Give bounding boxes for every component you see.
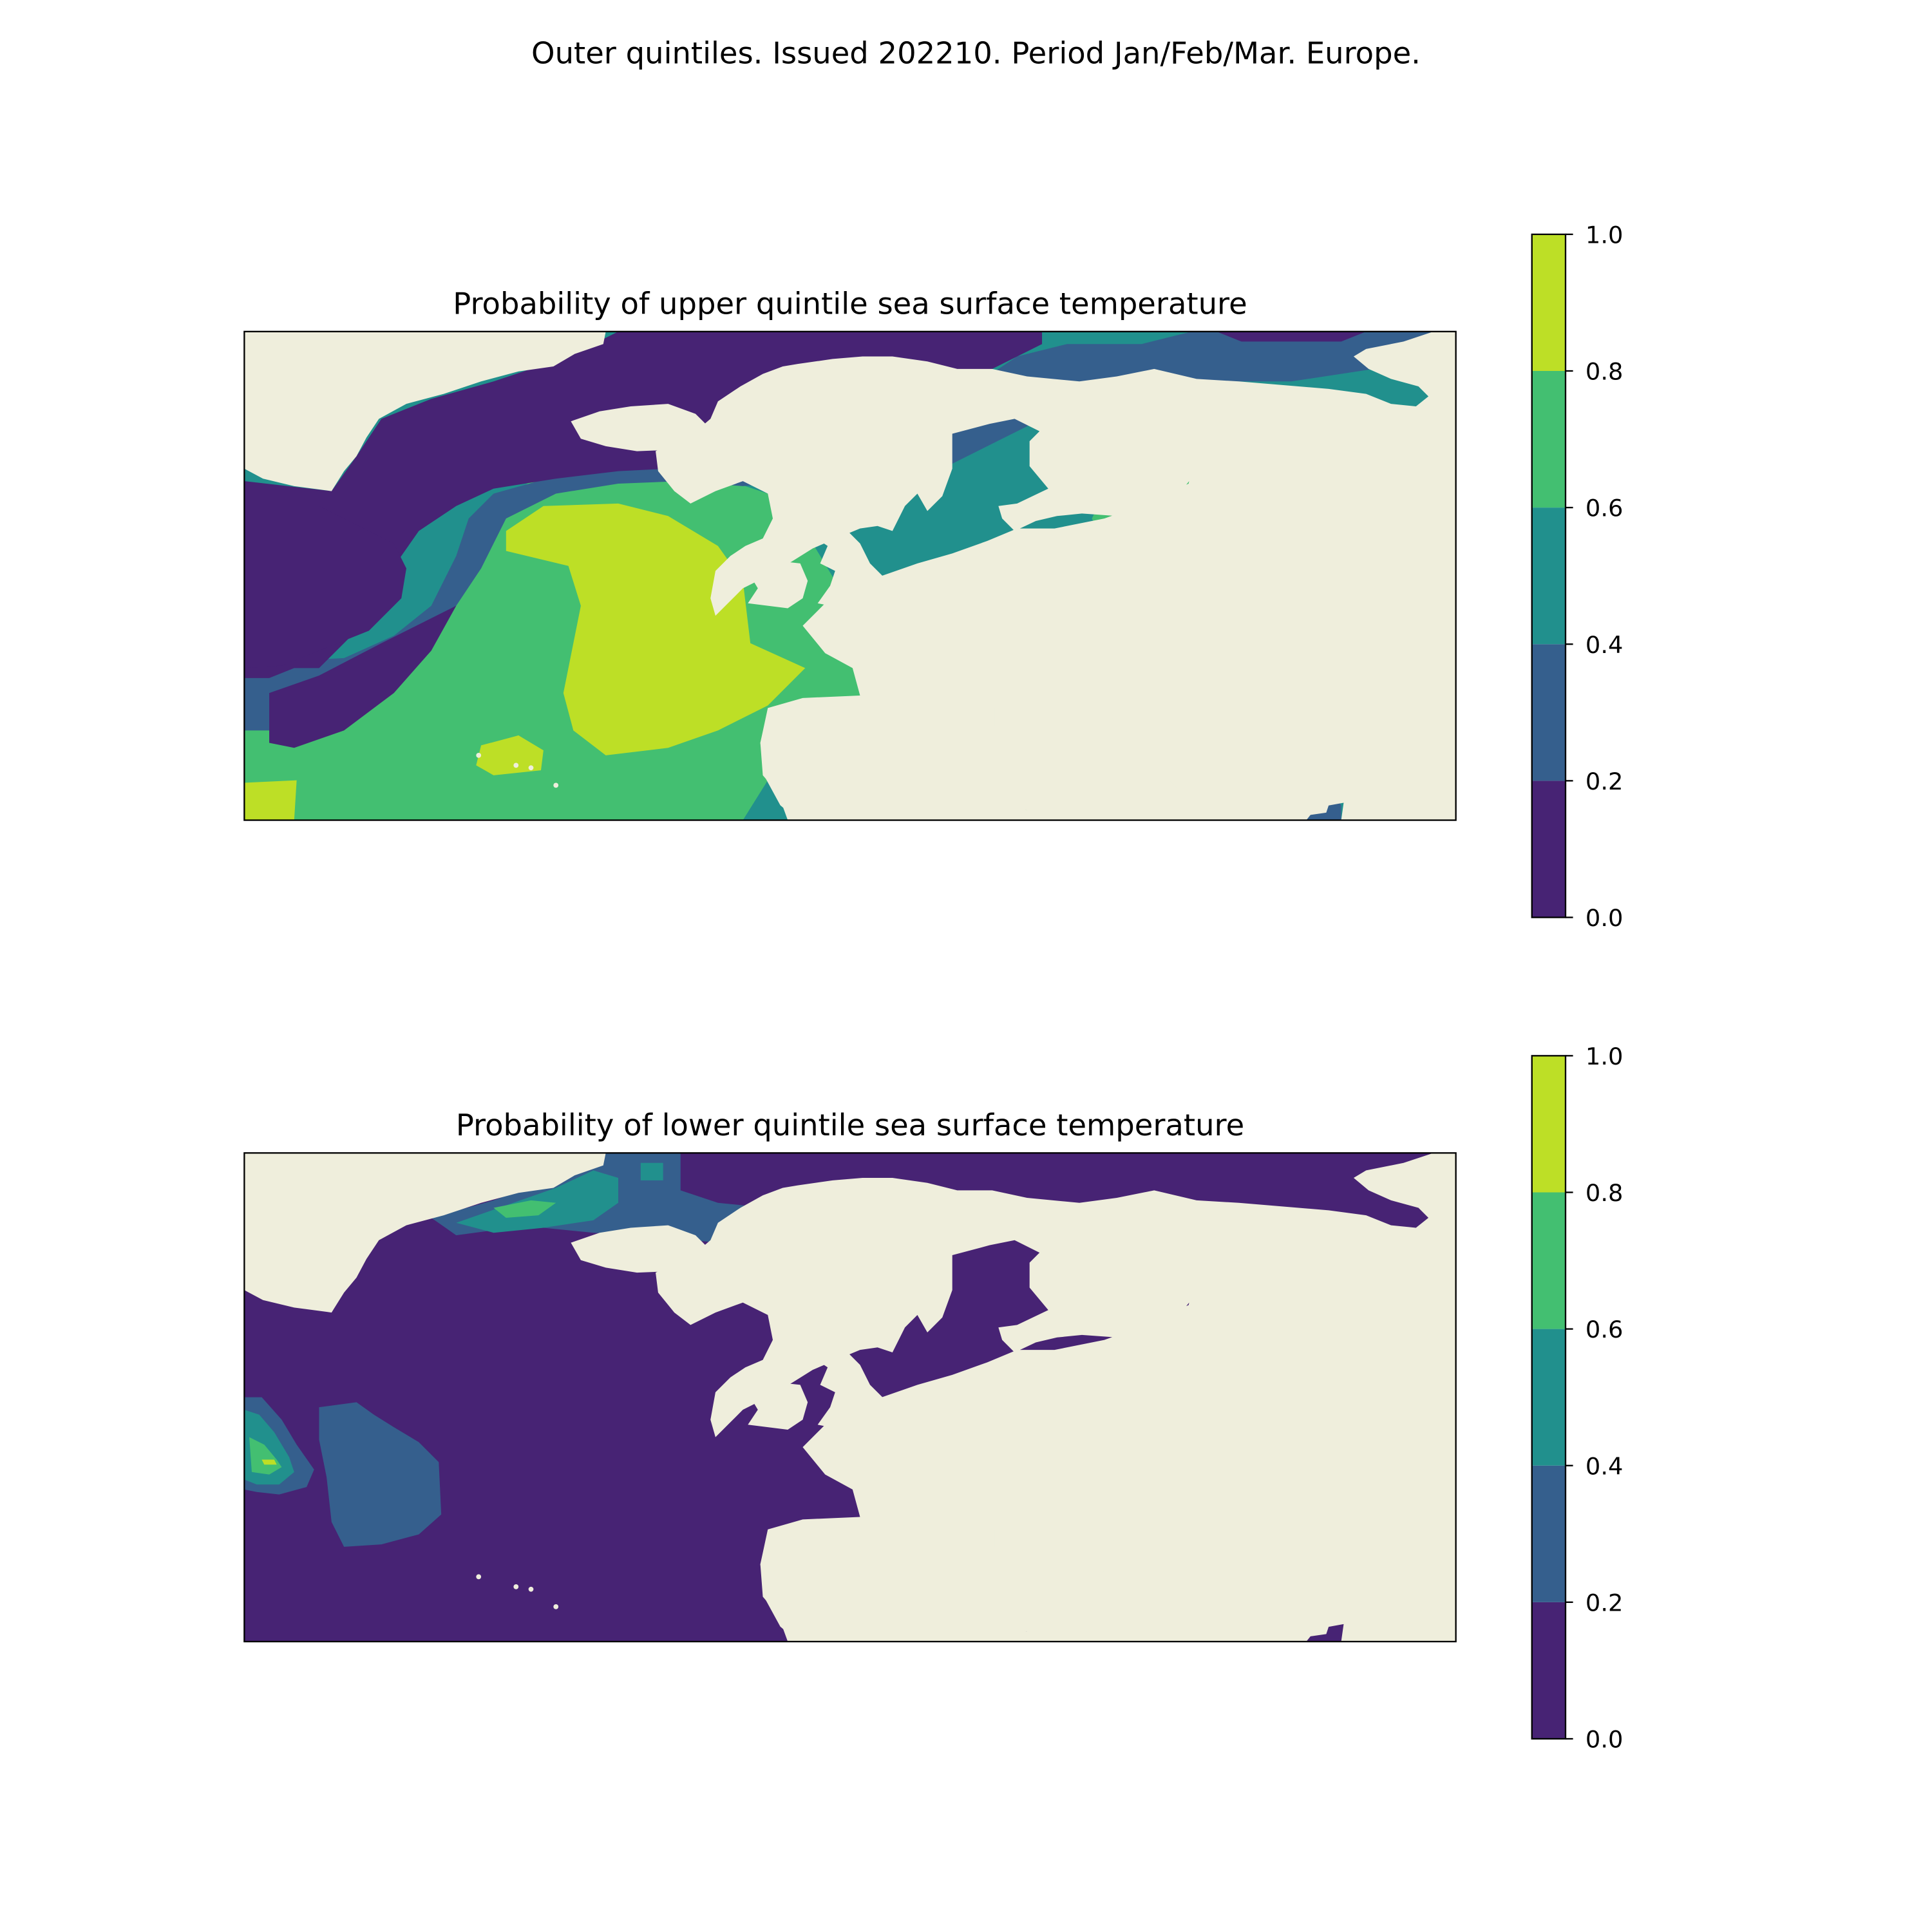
upper-field-0.0-0.2-inner — [244, 506, 406, 668]
lower-map-frame — [243, 1152, 1457, 1643]
colorbar-tick-label: 0.8 — [1586, 1179, 1623, 1207]
colorbar-tick-label: 0.4 — [1586, 631, 1623, 659]
colorbar-segment — [1531, 1192, 1566, 1329]
lower-field-0.6-0.8-edge — [249, 1437, 282, 1475]
colorbar-tick-label: 0.2 — [1586, 768, 1623, 795]
colorbar-segment — [1531, 1329, 1566, 1466]
lower-map — [244, 1153, 1456, 1642]
colorbar-frame — [1531, 1055, 1567, 1740]
colorbar-tick-label: 0.6 — [1586, 495, 1623, 522]
upper-field-0.8-1.0-azores — [476, 735, 544, 775]
lower-field-0.4-0.6-spot — [640, 1162, 663, 1180]
lower-field-0.6-0.8-north — [493, 1200, 556, 1218]
colorbar-tick-label: 1.0 — [1586, 1043, 1623, 1070]
colorbar-tick-label: 0.0 — [1586, 1726, 1623, 1754]
upper-field-0.8-1.0-west — [244, 780, 297, 820]
lower-colorbar: 0.0 0.2 0.4 0.6 0.8 1.0 — [1531, 1043, 1623, 1754]
upper-map — [244, 331, 1456, 820]
upper-field-0.0-0.2-north — [1217, 331, 1367, 342]
lower-field-0.8-1.0-edge — [261, 1459, 277, 1465]
colorbar-segment — [1531, 371, 1566, 508]
upper-panel-title: Probability of upper quintile sea surfac… — [453, 287, 1247, 321]
colorbar-tick-label: 0.2 — [1586, 1589, 1623, 1616]
upper-map-frame — [243, 330, 1457, 821]
colorbar-frame — [1531, 233, 1567, 918]
colorbar-segment — [1531, 1465, 1566, 1602]
figure-suptitle: Outer quintiles. Issued 202210. Period J… — [531, 36, 1421, 71]
colorbar-tick-label: 0.8 — [1586, 358, 1623, 386]
colorbar-segment — [1531, 644, 1566, 781]
colorbar-segment — [1531, 1056, 1566, 1193]
colorbar-segment — [1531, 781, 1566, 918]
colorbar-tick-label: 0.0 — [1586, 904, 1623, 932]
colorbar-tick-label: 0.4 — [1586, 1452, 1623, 1480]
colorbar-segment — [1531, 507, 1566, 645]
colorbar-tick-label: 0.6 — [1586, 1316, 1623, 1343]
lower-quintile-panel: Probability of lower quintile sea surfac… — [243, 1043, 1623, 1754]
upper-field-0.0-0.2-sw — [269, 605, 457, 748]
upper-colorbar: 0.0 0.2 0.4 0.6 0.8 1.0 — [1531, 221, 1623, 932]
colorbar-tick-label: 1.0 — [1586, 221, 1623, 249]
colorbar-segment — [1531, 234, 1566, 371]
upper-quintile-panel: Probability of upper quintile sea surfac… — [243, 221, 1623, 932]
lower-panel-title: Probability of lower quintile sea surfac… — [456, 1108, 1244, 1142]
lower-field-0.2-0.4-west — [319, 1402, 442, 1547]
colorbar-segment — [1531, 1602, 1566, 1739]
